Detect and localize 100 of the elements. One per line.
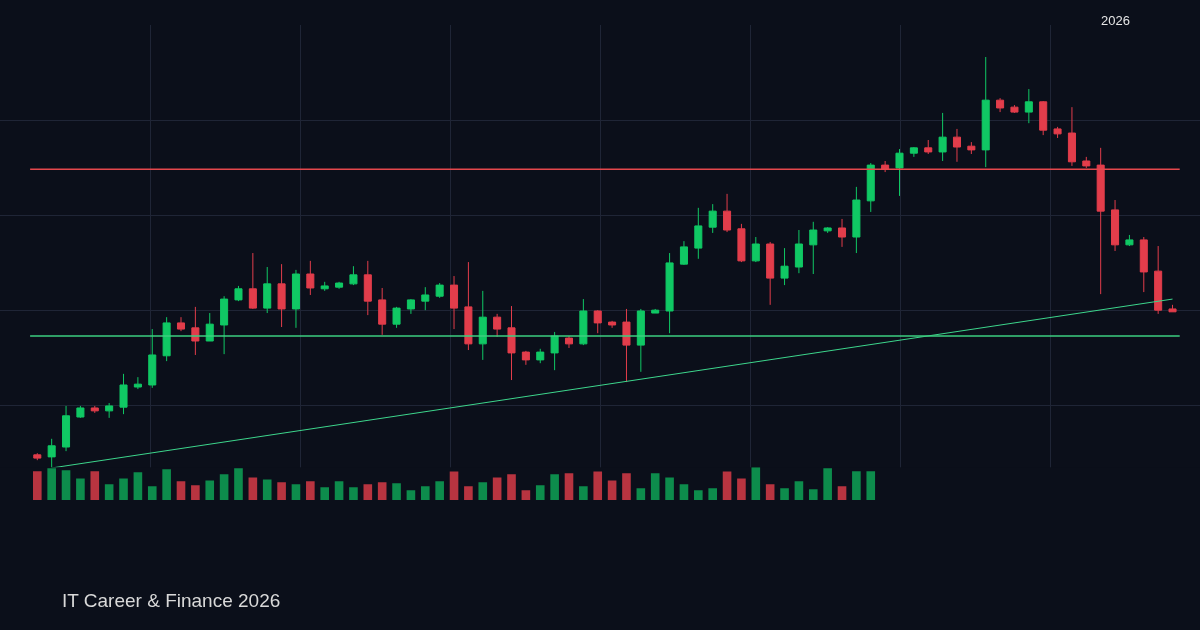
bar <box>823 468 832 500</box>
candlestick <box>33 452 42 461</box>
candlestick <box>852 186 861 254</box>
bar <box>104 484 114 500</box>
candlestick <box>550 331 559 371</box>
candlestick <box>392 306 401 329</box>
bar <box>406 490 416 500</box>
bar <box>47 468 56 500</box>
bar <box>464 486 473 500</box>
candlestick <box>119 373 128 415</box>
bar <box>32 471 42 500</box>
bar <box>679 484 689 500</box>
candlestick <box>608 320 617 329</box>
candlestick <box>349 265 358 286</box>
candlestick <box>1139 236 1148 293</box>
candlestick <box>838 218 847 248</box>
candlestick <box>521 350 530 366</box>
bar <box>852 471 861 500</box>
candlestick <box>450 275 459 330</box>
candlestick <box>679 240 688 266</box>
candlestick <box>938 112 947 162</box>
candlestick <box>751 236 760 263</box>
bar <box>837 486 847 500</box>
candlestick <box>148 328 157 389</box>
candlestick <box>694 207 703 260</box>
bar <box>650 473 660 500</box>
candlestick <box>708 203 717 234</box>
candlestick <box>291 269 300 329</box>
candlestick <box>306 260 315 296</box>
candlestick <box>1168 304 1177 313</box>
candlestick <box>363 260 372 316</box>
bar <box>262 479 272 500</box>
bar <box>147 486 157 500</box>
candlestick <box>378 287 387 336</box>
candlestick <box>162 316 171 362</box>
bar <box>162 469 171 500</box>
candlestick <box>1111 199 1120 252</box>
bar <box>535 485 545 500</box>
bar <box>622 473 631 500</box>
bar <box>191 485 200 500</box>
candlestick <box>90 405 99 414</box>
bar <box>607 480 617 500</box>
candlestick <box>564 335 574 349</box>
bar <box>665 477 674 500</box>
bar <box>708 488 717 500</box>
candlestick <box>866 162 875 213</box>
candlestick <box>766 241 775 306</box>
candlestick <box>191 306 200 356</box>
candlestick <box>335 281 344 290</box>
candlestick <box>234 285 243 302</box>
bar <box>133 472 143 500</box>
bar <box>291 484 301 500</box>
candlestick <box>493 313 502 338</box>
text: 2026 <box>1101 13 1130 28</box>
candlestick <box>924 139 933 155</box>
candlestick <box>478 290 487 361</box>
candlestick <box>133 376 142 390</box>
candlestick <box>507 305 516 381</box>
bar <box>234 468 243 500</box>
bar <box>636 488 646 500</box>
bar <box>808 489 818 500</box>
bar <box>449 471 459 500</box>
candlestick <box>176 316 186 332</box>
bar <box>492 477 502 500</box>
candlestick <box>909 146 918 158</box>
candlestick <box>435 282 444 299</box>
candlestick <box>277 263 286 328</box>
candlestick <box>1024 88 1033 124</box>
candlestick <box>47 438 56 469</box>
candlestick <box>665 252 674 334</box>
bar <box>176 481 186 500</box>
candlestick <box>1053 126 1062 139</box>
candlestick <box>723 193 732 233</box>
candlestick <box>220 295 229 355</box>
bar <box>349 487 358 500</box>
bar <box>564 473 574 500</box>
bar <box>722 471 732 500</box>
candlestick <box>248 252 257 310</box>
bar <box>334 481 344 500</box>
candlestick <box>1039 100 1048 136</box>
bar <box>306 481 315 500</box>
bar <box>392 483 401 500</box>
candlestick <box>536 348 545 364</box>
bar <box>737 478 746 500</box>
bar <box>90 471 100 500</box>
bar <box>61 470 71 500</box>
bar <box>435 481 444 500</box>
candlestick <box>464 261 473 351</box>
bar <box>205 480 215 500</box>
bar <box>119 478 128 500</box>
bar <box>363 484 373 500</box>
bar <box>76 478 85 500</box>
candlestick <box>1067 106 1076 167</box>
bar <box>377 482 387 500</box>
candlestick <box>105 402 114 419</box>
candlestick <box>809 221 818 275</box>
candlestick <box>895 148 904 197</box>
candlestick <box>406 298 415 315</box>
candlestick <box>579 298 588 346</box>
candlestick <box>1125 234 1134 247</box>
